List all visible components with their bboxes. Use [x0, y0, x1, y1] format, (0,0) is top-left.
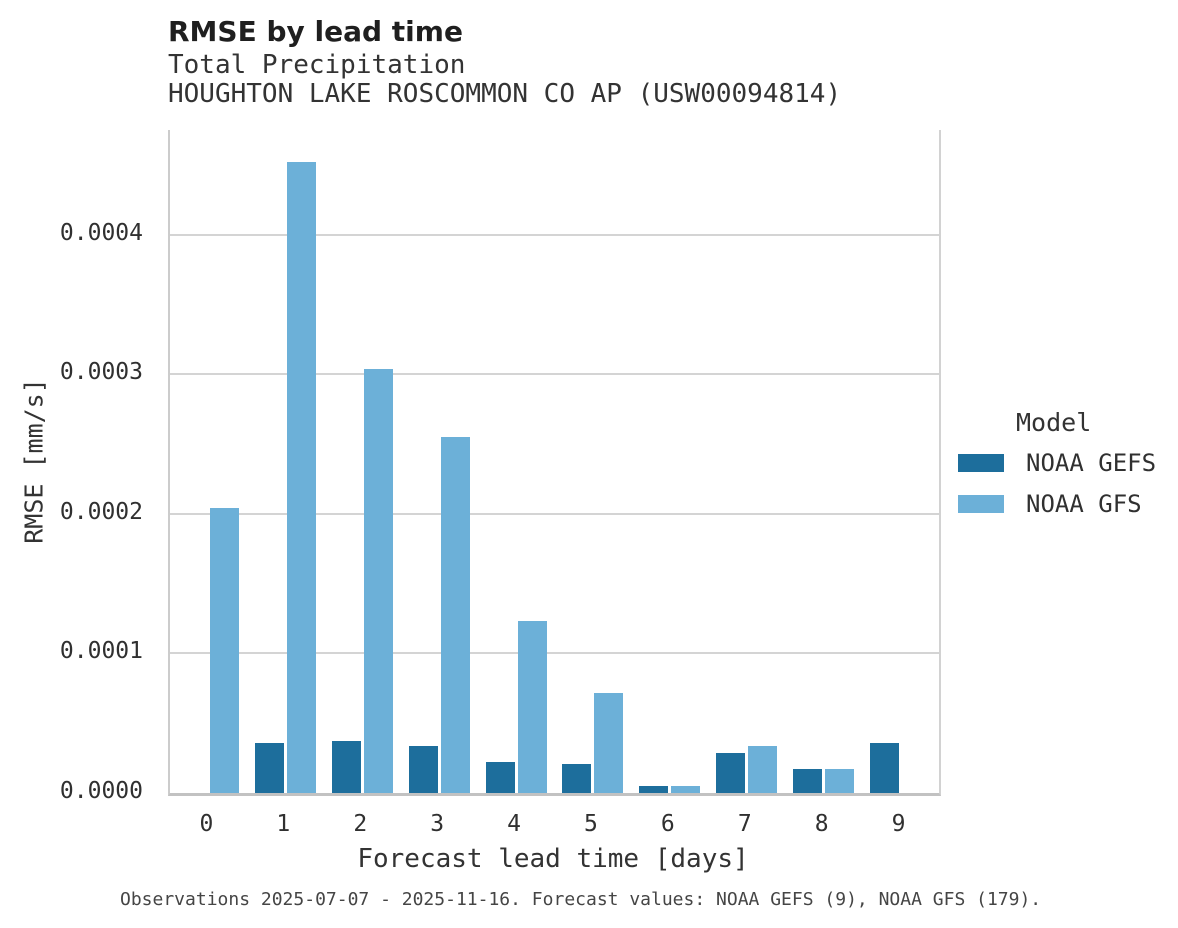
- x-tick-label: 7: [737, 811, 752, 837]
- y-tick-label: 0.0002: [59, 498, 143, 525]
- bar-noaa-gefs-lead-8: [793, 769, 823, 793]
- bar-noaa-gefs-lead-7: [716, 752, 746, 793]
- bar-noaa-gefs-lead-3: [408, 745, 438, 793]
- bar-noaa-gefs-lead-5: [562, 763, 592, 793]
- chart-subtitle: Total Precipitation: [168, 50, 466, 80]
- x-tick-label: 6: [660, 811, 675, 837]
- y-tick-label: 0.0003: [59, 359, 143, 386]
- bar-noaa-gfs-lead-6: [671, 786, 701, 793]
- gridline: [170, 652, 939, 655]
- bar-noaa-gefs-lead-1: [254, 742, 284, 793]
- legend-item-noaa-gefs: NOAA GEFS: [958, 449, 1178, 477]
- bar-noaa-gfs-lead-8: [825, 769, 855, 793]
- x-tick-label: 5: [584, 811, 598, 837]
- x-axis-label: Forecast lead time [days]: [357, 844, 749, 874]
- page-title: RMSE by lead time: [168, 15, 463, 48]
- y-tick-label: 0.0000: [59, 778, 143, 804]
- x-tick-label: 0: [199, 811, 214, 837]
- bar-noaa-gfs-lead-4: [517, 621, 547, 793]
- footer-caption: Observations 2025-07-07 - 2025-11-16. Fo…: [120, 889, 1042, 910]
- bar-noaa-gfs-lead-0: [209, 508, 239, 793]
- y-tick-label: 0.0004: [59, 219, 143, 246]
- gridline: [170, 373, 939, 376]
- legend-item-noaa-gfs: NOAA GFS: [958, 490, 1178, 518]
- legend-title: Model: [1016, 408, 1092, 437]
- x-tick-label: 3: [430, 811, 445, 837]
- bar-noaa-gefs-lead-6: [639, 786, 669, 793]
- bar-noaa-gefs-lead-4: [485, 762, 515, 793]
- plot-area: [168, 130, 941, 796]
- bar-noaa-gfs-lead-3: [440, 437, 470, 793]
- bar-noaa-gefs-lead-9: [870, 742, 900, 793]
- x-tick-label: 4: [507, 811, 521, 837]
- legend-item-label: NOAA GFS: [1026, 490, 1142, 518]
- x-tick-label: 1: [276, 811, 291, 837]
- bar-noaa-gfs-lead-5: [594, 692, 624, 793]
- gridline: [170, 512, 939, 515]
- gridline: [170, 233, 939, 236]
- bar-noaa-gfs-lead-2: [363, 368, 393, 793]
- bar-noaa-gfs-lead-1: [286, 162, 316, 793]
- chart-station: HOUGHTON LAKE ROSCOMMON CO AP (USW000948…: [168, 79, 842, 109]
- bar-noaa-gefs-lead-2: [331, 741, 361, 793]
- legend-swatch-noaa-gefs-icon: [958, 454, 1004, 472]
- x-tick-label: 2: [353, 811, 368, 837]
- x-tick-label: 8: [814, 811, 829, 837]
- bar-noaa-gfs-lead-7: [748, 745, 778, 793]
- legend-swatch-noaa-gfs-icon: [958, 495, 1004, 513]
- legend-item-label: NOAA GEFS: [1026, 449, 1157, 477]
- legend: Model NOAA GEFS NOAA GFS: [958, 408, 1178, 531]
- x-tick-label: 9: [891, 811, 906, 837]
- y-tick-label: 0.0001: [59, 638, 143, 665]
